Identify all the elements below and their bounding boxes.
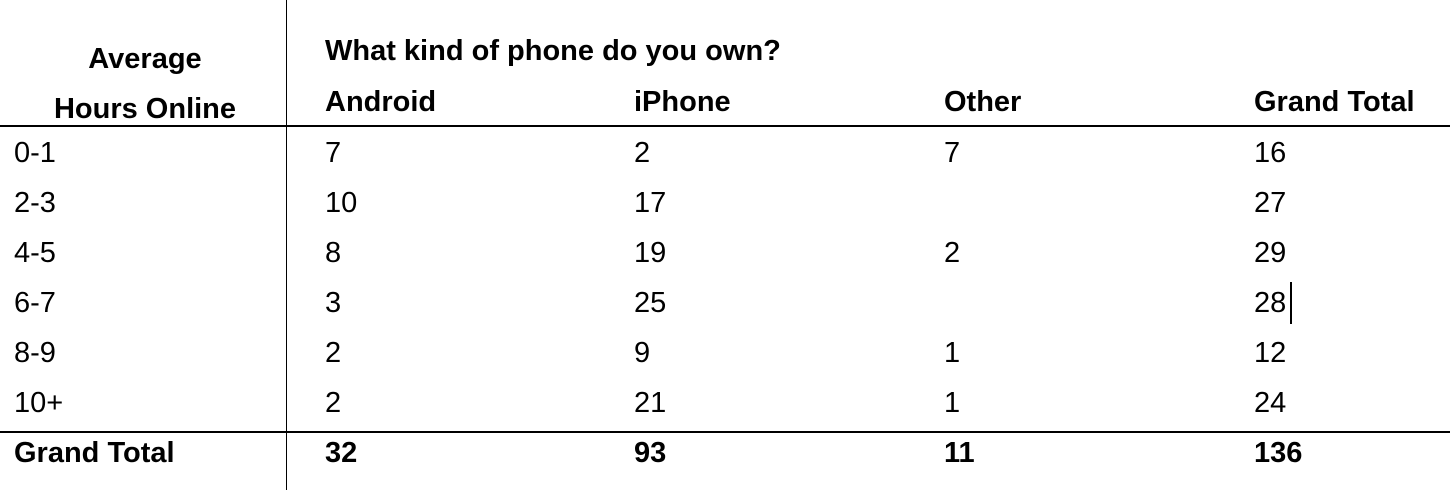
row-header-line1: Average: [40, 34, 250, 84]
total-cell[interactable]: 11: [944, 436, 975, 470]
column-header-grand-total[interactable]: Grand Total: [1254, 85, 1415, 119]
table-cell[interactable]: 28: [1254, 286, 1286, 320]
table-cell[interactable]: 12: [1254, 336, 1286, 370]
row-label[interactable]: 0-1: [14, 136, 56, 170]
table-cell[interactable]: 27: [1254, 186, 1286, 220]
total-cell[interactable]: 93: [634, 436, 666, 470]
table-cell[interactable]: 9: [634, 336, 650, 370]
row-label[interactable]: 8-9: [14, 336, 56, 370]
table-cell[interactable]: 8: [325, 236, 341, 270]
total-divider: [0, 431, 1450, 433]
total-cell[interactable]: 32: [325, 436, 357, 470]
text-cursor: [1290, 282, 1292, 324]
table-cell[interactable]: 2: [325, 386, 341, 420]
table-cell[interactable]: 17: [634, 186, 666, 220]
table-cell[interactable]: 7: [944, 136, 960, 170]
column-header-android[interactable]: Android: [325, 85, 436, 119]
row-label[interactable]: 2-3: [14, 186, 56, 220]
table-cell[interactable]: 24: [1254, 386, 1286, 420]
table-cell[interactable]: 25: [634, 286, 666, 320]
table-cell[interactable]: 1: [944, 386, 960, 420]
table-cell[interactable]: 3: [325, 286, 341, 320]
column-field-label[interactable]: What kind of phone do you own?: [325, 34, 781, 68]
table-cell[interactable]: 7: [325, 136, 341, 170]
table-cell[interactable]: 19: [634, 236, 666, 270]
column-header-other[interactable]: Other: [944, 85, 1021, 119]
column-divider: [286, 0, 287, 490]
table-cell[interactable]: 29: [1254, 236, 1286, 270]
table-cell[interactable]: 21: [634, 386, 666, 420]
row-header-label[interactable]: Average Hours Online: [40, 34, 250, 134]
row-label[interactable]: 6-7: [14, 286, 56, 320]
table-cell[interactable]: 2: [325, 336, 341, 370]
table-cell[interactable]: 2: [634, 136, 650, 170]
row-label[interactable]: 10+: [14, 386, 63, 420]
total-cell[interactable]: 136: [1254, 436, 1302, 470]
table-cell[interactable]: 16: [1254, 136, 1286, 170]
table-cell[interactable]: 1: [944, 336, 960, 370]
column-header-iphone[interactable]: iPhone: [634, 85, 731, 119]
row-header-line2: Hours Online: [40, 84, 250, 134]
grand-total-label[interactable]: Grand Total: [14, 436, 175, 470]
row-label[interactable]: 4-5: [14, 236, 56, 270]
table-cell[interactable]: 2: [944, 236, 960, 270]
table-cell[interactable]: 10: [325, 186, 357, 220]
